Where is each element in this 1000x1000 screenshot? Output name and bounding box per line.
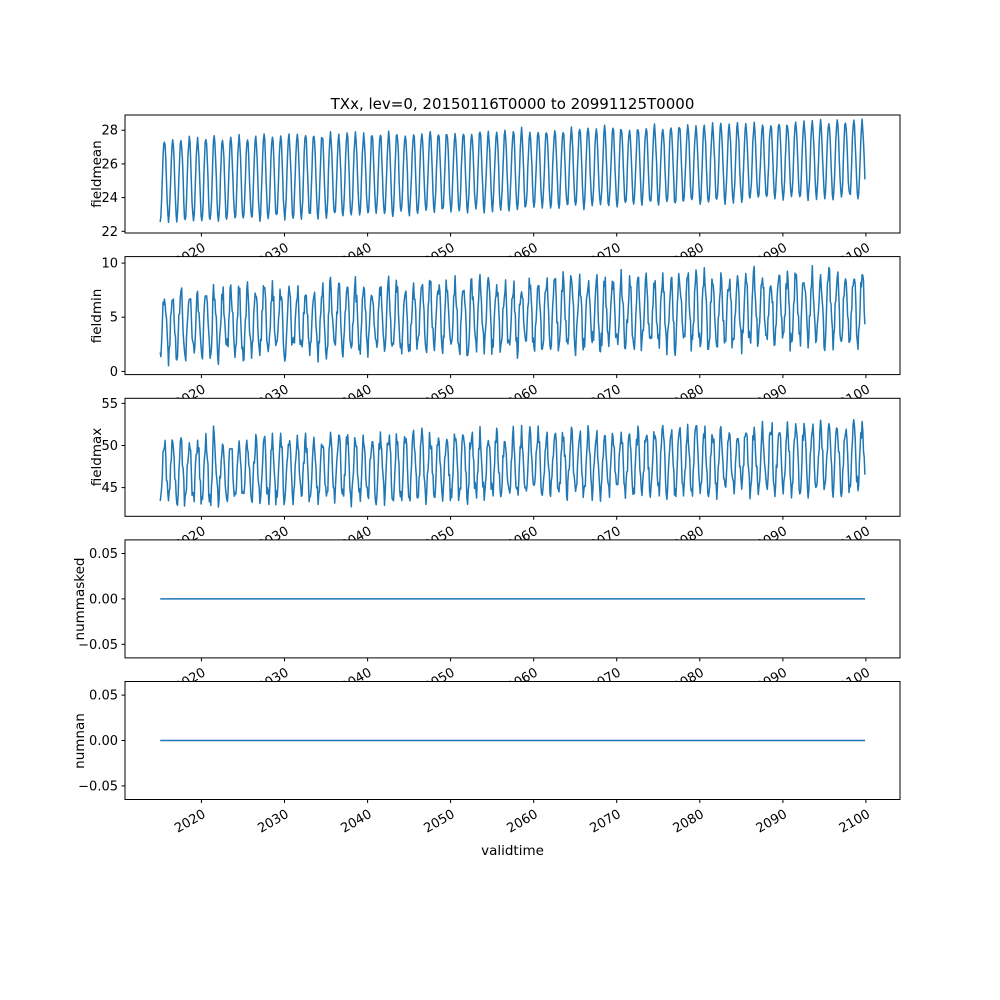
x-tick-label: 2040 [338, 807, 374, 837]
axes-frame [124, 256, 901, 376]
y-tick-label: 22 [101, 225, 118, 240]
y-tick-label: 55 [101, 397, 118, 412]
y-tick-label: 5 [110, 311, 118, 326]
x-tick-label: 2100 [837, 807, 873, 837]
x-tick-label: 2060 [505, 807, 541, 837]
y-tick-label: 26 [101, 157, 118, 172]
x-axis-label: validtime [481, 843, 544, 859]
ylabel-fieldmax: fieldmax [89, 427, 105, 487]
line-fieldmin [159, 265, 866, 367]
line-fieldmax [159, 418, 866, 508]
x-tick-label: 2070 [588, 807, 624, 837]
y-tick-label: 45 [101, 481, 118, 496]
x-tick-label: 2030 [255, 807, 291, 837]
y-tick-label: 10 [101, 257, 118, 272]
x-tick-label: 2020 [172, 807, 208, 837]
y-tick-label: 0.00 [89, 734, 118, 749]
ylabel-fieldmean: fieldmean [89, 140, 105, 208]
ylabel-fieldmin: fieldmin [89, 288, 105, 344]
plot-title: TXx, lev=0, 20150116T0000 to 20991125T00… [330, 95, 695, 113]
x-tick-label: 2050 [421, 807, 457, 837]
ylabel-nummasked: nummasked [72, 557, 88, 641]
y-tick-label: 0 [110, 365, 118, 380]
axes-frame [124, 114, 901, 234]
y-tick-label: 24 [101, 191, 118, 206]
x-tick-label: 2080 [671, 807, 707, 837]
line-fieldmean [159, 118, 866, 224]
x-tick-label: 2090 [754, 807, 790, 837]
y-tick-label: 50 [101, 439, 118, 454]
y-tick-label: −0.05 [78, 779, 118, 794]
ylabel-numnan: numnan [72, 713, 88, 769]
y-tick-label: 28 [101, 124, 118, 139]
axes-frame [124, 397, 901, 517]
y-tick-label: −0.05 [78, 638, 118, 653]
y-tick-label: 0.05 [89, 689, 118, 704]
y-tick-label: 0.00 [89, 592, 118, 607]
y-tick-label: 0.05 [89, 547, 118, 562]
